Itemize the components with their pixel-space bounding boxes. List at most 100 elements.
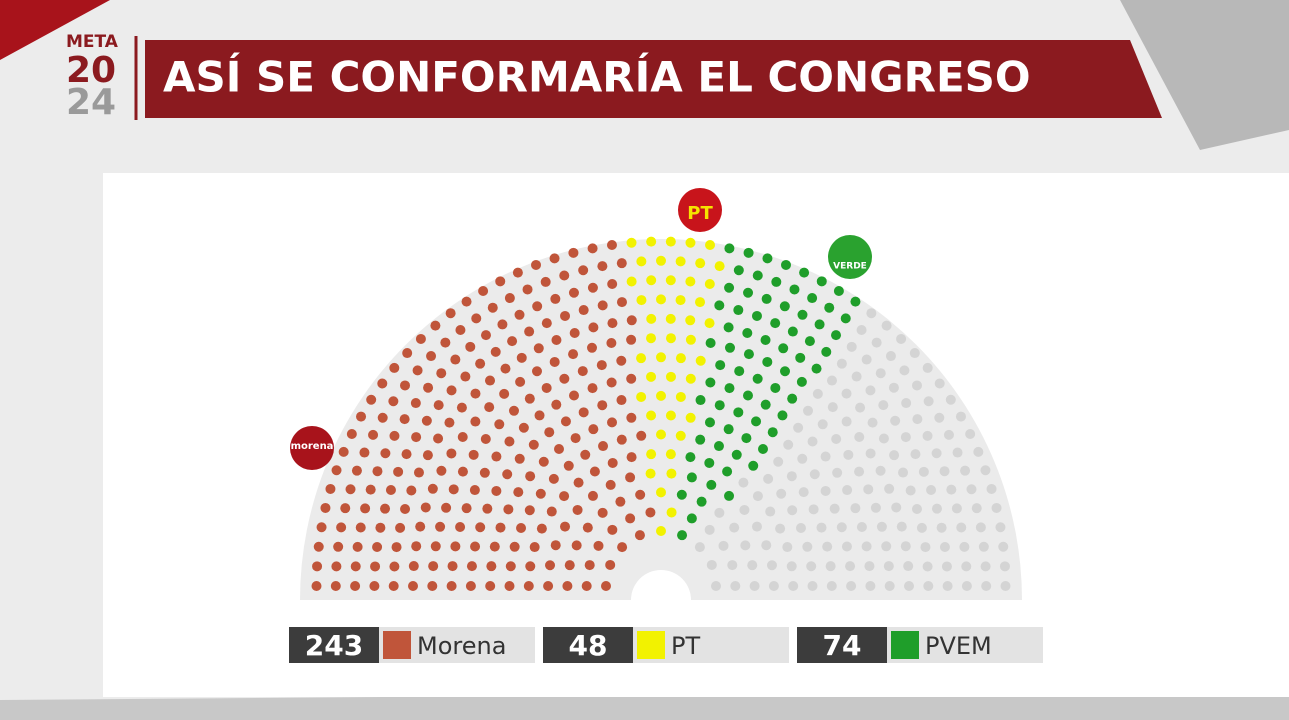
seat (500, 363, 511, 374)
seat (598, 441, 609, 452)
seat-empty (896, 521, 907, 532)
seat (471, 313, 482, 324)
seat (380, 503, 391, 514)
seat (445, 308, 456, 319)
seat-empty (923, 581, 934, 591)
seat-empty (889, 450, 900, 461)
seat (350, 561, 361, 572)
legend: 243 Morena 48 PT 74 PVEM (289, 627, 1043, 663)
seat-empty (922, 430, 933, 441)
seat-empty (797, 453, 808, 464)
seat (695, 355, 706, 366)
seat (554, 443, 565, 454)
seat (436, 465, 447, 476)
seat (380, 448, 391, 459)
seat (524, 393, 535, 404)
seat-empty (763, 473, 774, 484)
seat (714, 400, 725, 411)
seat (743, 247, 754, 258)
logo-pt-text: PT (687, 203, 713, 224)
seat (533, 343, 544, 354)
seat (675, 295, 686, 306)
seat-empty (812, 388, 823, 399)
seat-empty (782, 542, 793, 553)
seat (484, 402, 495, 413)
seat-empty (998, 541, 1009, 552)
seat (587, 490, 598, 501)
seat (475, 358, 486, 369)
seat (428, 561, 439, 572)
seat-empty (729, 522, 740, 533)
seat-empty (867, 417, 878, 428)
seat (665, 410, 676, 421)
seat (541, 318, 552, 329)
seat (646, 410, 657, 421)
seat (587, 342, 598, 353)
seat (489, 541, 500, 552)
seat-empty (1000, 581, 1011, 591)
seat-empty (891, 502, 902, 513)
seat-empty (806, 561, 817, 572)
seat (840, 313, 851, 324)
seat (582, 522, 593, 533)
seat (714, 300, 725, 311)
seat (400, 380, 411, 391)
seat (685, 276, 696, 287)
seat (767, 427, 778, 438)
logo-verde (828, 235, 872, 279)
seat (470, 388, 481, 399)
seat (731, 449, 742, 460)
seat (606, 338, 617, 349)
seat (455, 522, 466, 533)
seat-empty (905, 485, 916, 496)
seat (491, 451, 502, 462)
seat (636, 295, 647, 306)
seat-empty (851, 371, 862, 382)
legend-value: 74 (823, 629, 862, 662)
seat (426, 351, 437, 362)
seat (626, 412, 637, 423)
seat (457, 432, 468, 443)
seat-empty (832, 467, 843, 478)
seat (444, 417, 455, 428)
seat-empty (861, 354, 872, 365)
seat (368, 429, 379, 440)
seat (408, 561, 419, 572)
seat (751, 416, 762, 427)
seat (715, 360, 726, 371)
seat (705, 240, 716, 251)
seat (550, 293, 561, 304)
seat-empty (911, 503, 922, 514)
seat-empty (863, 484, 874, 495)
seat (577, 366, 588, 377)
seat-empty (900, 541, 911, 552)
seat-empty (884, 483, 895, 494)
seat-empty (836, 522, 847, 533)
seat (821, 346, 832, 357)
seat (665, 333, 676, 344)
seat-empty (740, 540, 751, 551)
seat-empty (945, 394, 956, 405)
seat (461, 296, 472, 307)
seat (509, 541, 520, 552)
seat (450, 541, 461, 552)
seat (480, 433, 491, 444)
seat-empty (939, 466, 950, 477)
seat (757, 443, 768, 454)
seat-empty (807, 436, 818, 447)
seat (578, 305, 589, 316)
seat (811, 363, 822, 374)
seat (487, 302, 498, 313)
seat-empty (864, 561, 875, 572)
seat (626, 452, 637, 463)
seat (534, 410, 545, 421)
seat (584, 560, 595, 571)
seat (704, 457, 715, 468)
seat-empty (704, 524, 715, 535)
seat (422, 450, 433, 461)
seat (646, 313, 657, 324)
seat (616, 395, 627, 406)
seat (666, 468, 677, 479)
seat (607, 318, 618, 329)
